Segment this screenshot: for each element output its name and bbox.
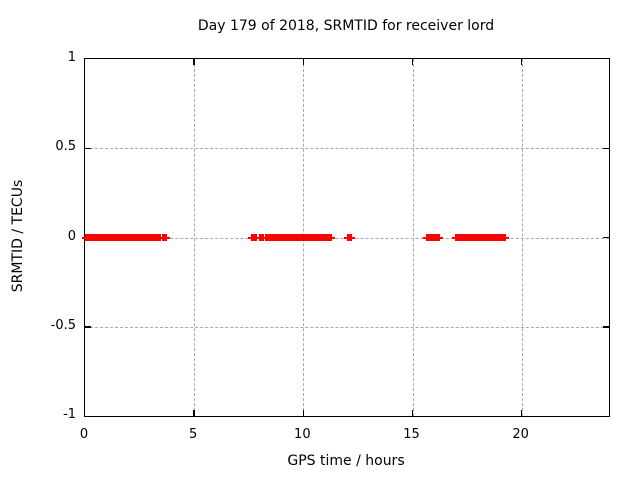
x-tick-label: 0 bbox=[79, 427, 89, 442]
y-tick-label: -0.5 bbox=[50, 317, 76, 333]
x-tick-label: 20 bbox=[512, 427, 529, 442]
y-tick-left bbox=[85, 147, 91, 149]
x-tick-top bbox=[411, 59, 414, 65]
y-tick-label: 1 bbox=[67, 50, 76, 65]
data-segment bbox=[258, 233, 265, 241]
x-axis-label: GPS time / hours bbox=[287, 453, 405, 469]
data-segment bbox=[84, 233, 161, 241]
data-segment bbox=[454, 233, 506, 241]
data-segment bbox=[162, 233, 167, 241]
y-gridline bbox=[85, 326, 609, 328]
y-tick-label: 0.5 bbox=[55, 139, 76, 155]
y-tick-right bbox=[603, 236, 609, 239]
y-tick-label: 0 bbox=[67, 228, 76, 244]
data-segment bbox=[265, 233, 333, 241]
x-tick-label: 15 bbox=[403, 427, 420, 442]
data-segment bbox=[425, 233, 440, 241]
data-segment bbox=[250, 233, 257, 241]
chart-title: Day 179 of 2018, SRMTID for receiver lor… bbox=[197, 18, 495, 34]
y-tick-label: -1 bbox=[63, 407, 76, 422]
x-tick-bottom bbox=[520, 410, 523, 416]
x-tick-bottom bbox=[302, 410, 305, 416]
y-tick-right bbox=[603, 326, 609, 328]
plot-area bbox=[81, 58, 610, 417]
x-tick-top bbox=[193, 59, 195, 65]
x-tick-bottom bbox=[193, 410, 195, 416]
x-tick-top bbox=[302, 59, 305, 65]
y-tick-left bbox=[85, 326, 91, 328]
x-tick-bottom bbox=[411, 410, 414, 416]
x-tick-top bbox=[520, 59, 523, 65]
y-gridline bbox=[85, 148, 609, 150]
x-tick-label: 5 bbox=[189, 427, 198, 442]
data-segment bbox=[346, 233, 352, 241]
y-tick-right bbox=[603, 147, 609, 149]
x-tick-label: 10 bbox=[294, 427, 311, 442]
